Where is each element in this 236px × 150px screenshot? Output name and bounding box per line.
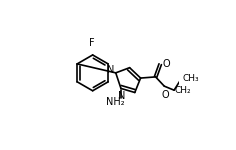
Text: NH₂: NH₂: [106, 97, 125, 107]
Text: N: N: [107, 65, 115, 75]
Text: N: N: [118, 91, 125, 101]
Text: CH₂: CH₂: [175, 86, 191, 95]
Text: O: O: [163, 59, 170, 69]
Text: F: F: [89, 38, 95, 48]
Text: O: O: [161, 90, 169, 100]
Text: CH₃: CH₃: [183, 74, 199, 83]
